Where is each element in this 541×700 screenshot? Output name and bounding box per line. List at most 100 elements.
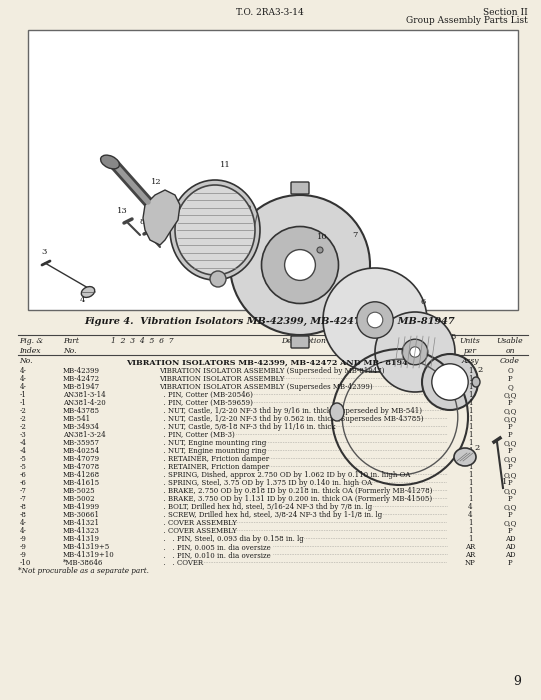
Text: AN381-4-20: AN381-4-20: [63, 399, 105, 407]
Text: 1: 1: [468, 535, 472, 543]
Text: VIBRATION ISOLATOR ASSEMBLY: VIBRATION ISOLATOR ASSEMBLY: [159, 375, 285, 383]
Text: 7: 7: [352, 231, 358, 239]
Circle shape: [317, 247, 323, 253]
Text: -8: -8: [20, 511, 27, 519]
Text: .   . PIN, 0.005 in. dia oversize: . . PIN, 0.005 in. dia oversize: [159, 543, 270, 551]
Text: 1: 1: [468, 423, 472, 431]
Circle shape: [323, 268, 427, 372]
Text: Group Assembly Parts List: Group Assembly Parts List: [406, 16, 528, 25]
Text: 1  2  3  4  5  6  7: 1 2 3 4 5 6 7: [111, 337, 174, 345]
Text: MB-42399: MB-42399: [63, 367, 100, 375]
Text: P: P: [507, 463, 512, 471]
Text: *MB-38646: *MB-38646: [63, 559, 103, 567]
Text: O,Q: O,Q: [503, 407, 517, 415]
Circle shape: [410, 346, 420, 357]
Text: . BRAKE, 3.750 OD by 1.131 ID by 0.200 in. thick OA (Formerly MB-41505): . BRAKE, 3.750 OD by 1.131 ID by 0.200 i…: [159, 495, 432, 503]
Text: Part
No.: Part No.: [63, 337, 79, 355]
Text: -8: -8: [20, 503, 27, 511]
Text: Q: Q: [507, 383, 513, 391]
Text: AN381-3-14: AN381-3-14: [63, 391, 105, 399]
Text: . NUT, Castle, 1/2-20 NF-3 thd by 9/16 in. thick (Superseded by MB-541): . NUT, Castle, 1/2-20 NF-3 thd by 9/16 i…: [159, 407, 422, 415]
Text: MB-41268: MB-41268: [63, 471, 100, 479]
Text: 1: 1: [468, 439, 472, 447]
Text: 13: 13: [117, 207, 127, 215]
Text: -5: -5: [20, 463, 27, 471]
Text: -7: -7: [20, 495, 27, 503]
Text: .   . COVER: . . COVER: [159, 559, 203, 567]
Text: MB-5025: MB-5025: [63, 487, 96, 495]
FancyBboxPatch shape: [291, 336, 309, 348]
Text: 1: 1: [468, 479, 472, 487]
Text: 1: 1: [468, 527, 472, 535]
Text: MB-43785: MB-43785: [63, 407, 100, 415]
Text: MB-541: MB-541: [63, 415, 91, 423]
Text: 1: 1: [468, 487, 472, 495]
Text: 1: 1: [468, 399, 472, 407]
Text: O,Q: O,Q: [503, 415, 517, 423]
Text: 2: 2: [477, 366, 483, 374]
Text: P: P: [507, 559, 512, 567]
Text: -7: -7: [20, 487, 27, 495]
Text: AR: AR: [465, 551, 475, 559]
Text: MB-41999: MB-41999: [63, 503, 100, 511]
Text: MB-30661: MB-30661: [63, 511, 100, 519]
Text: -2: -2: [20, 407, 27, 415]
Text: AN381-3-24: AN381-3-24: [63, 431, 105, 439]
Ellipse shape: [81, 286, 95, 297]
Text: . NUT, Engine mounting ring: . NUT, Engine mounting ring: [159, 439, 266, 447]
Text: -6: -6: [20, 479, 27, 487]
Text: . BOLT, Drilled hex hd, steel, 5/16-24 NF-3 thd by 7/8 in. lg: . BOLT, Drilled hex hd, steel, 5/16-24 N…: [159, 503, 372, 511]
Text: AR: AR: [465, 543, 475, 551]
Ellipse shape: [175, 185, 255, 275]
Text: O,Q: O,Q: [503, 391, 517, 399]
Text: 4-: 4-: [20, 375, 27, 383]
Text: 1: 1: [468, 431, 472, 439]
Text: 1: 1: [468, 383, 472, 391]
Text: Figure 4.  Vibration Isolators MB-42399, MB-42472, and MB-81947: Figure 4. Vibration Isolators MB-42399, …: [85, 317, 456, 326]
Text: P: P: [507, 511, 512, 519]
Text: O,Q: O,Q: [503, 487, 517, 495]
Text: O: O: [507, 367, 513, 375]
Text: 4: 4: [79, 296, 85, 304]
Text: 4-: 4-: [20, 527, 27, 535]
Text: O,Q: O,Q: [503, 439, 517, 447]
Ellipse shape: [454, 448, 476, 466]
Text: MB-81947: MB-81947: [63, 383, 100, 391]
Text: 9: 9: [245, 204, 250, 212]
Text: . RETAINER, Friction damper: . RETAINER, Friction damper: [159, 463, 269, 471]
Text: 8: 8: [140, 218, 144, 226]
Text: P: P: [507, 447, 512, 455]
Text: P: P: [507, 527, 512, 535]
Text: -1: -1: [20, 391, 27, 399]
Ellipse shape: [472, 377, 480, 387]
Text: -6: -6: [20, 471, 27, 479]
Text: O,Q: O,Q: [503, 519, 517, 527]
Text: 1: 1: [468, 519, 472, 527]
Text: O,Q: O,Q: [503, 471, 517, 479]
Circle shape: [432, 364, 468, 400]
Text: -5: -5: [20, 455, 27, 463]
Text: MB-41615: MB-41615: [63, 479, 100, 487]
Text: -4: -4: [20, 439, 27, 447]
Text: 1: 1: [468, 471, 472, 479]
Circle shape: [357, 302, 393, 338]
Text: 6: 6: [420, 298, 426, 306]
Text: -3: -3: [20, 431, 27, 439]
Text: MB-35957: MB-35957: [63, 439, 100, 447]
Text: O,Q: O,Q: [503, 455, 517, 463]
Text: 1: 1: [468, 391, 472, 399]
Text: 4-: 4-: [20, 383, 27, 391]
Text: MB-34934: MB-34934: [63, 423, 100, 431]
Text: -2: -2: [20, 423, 27, 431]
Text: 3: 3: [41, 248, 47, 256]
Text: P: P: [507, 479, 512, 487]
Text: . COVER ASSEMBLY: . COVER ASSEMBLY: [159, 527, 237, 535]
Text: . PIN, Cotter (MB-20546): . PIN, Cotter (MB-20546): [159, 391, 253, 399]
Text: 1: 1: [468, 407, 472, 415]
Bar: [28, 30, 518, 310]
Ellipse shape: [330, 403, 344, 421]
Text: 4-: 4-: [20, 367, 27, 375]
Ellipse shape: [170, 180, 260, 280]
Text: NP: NP: [465, 559, 476, 567]
Circle shape: [285, 250, 315, 281]
